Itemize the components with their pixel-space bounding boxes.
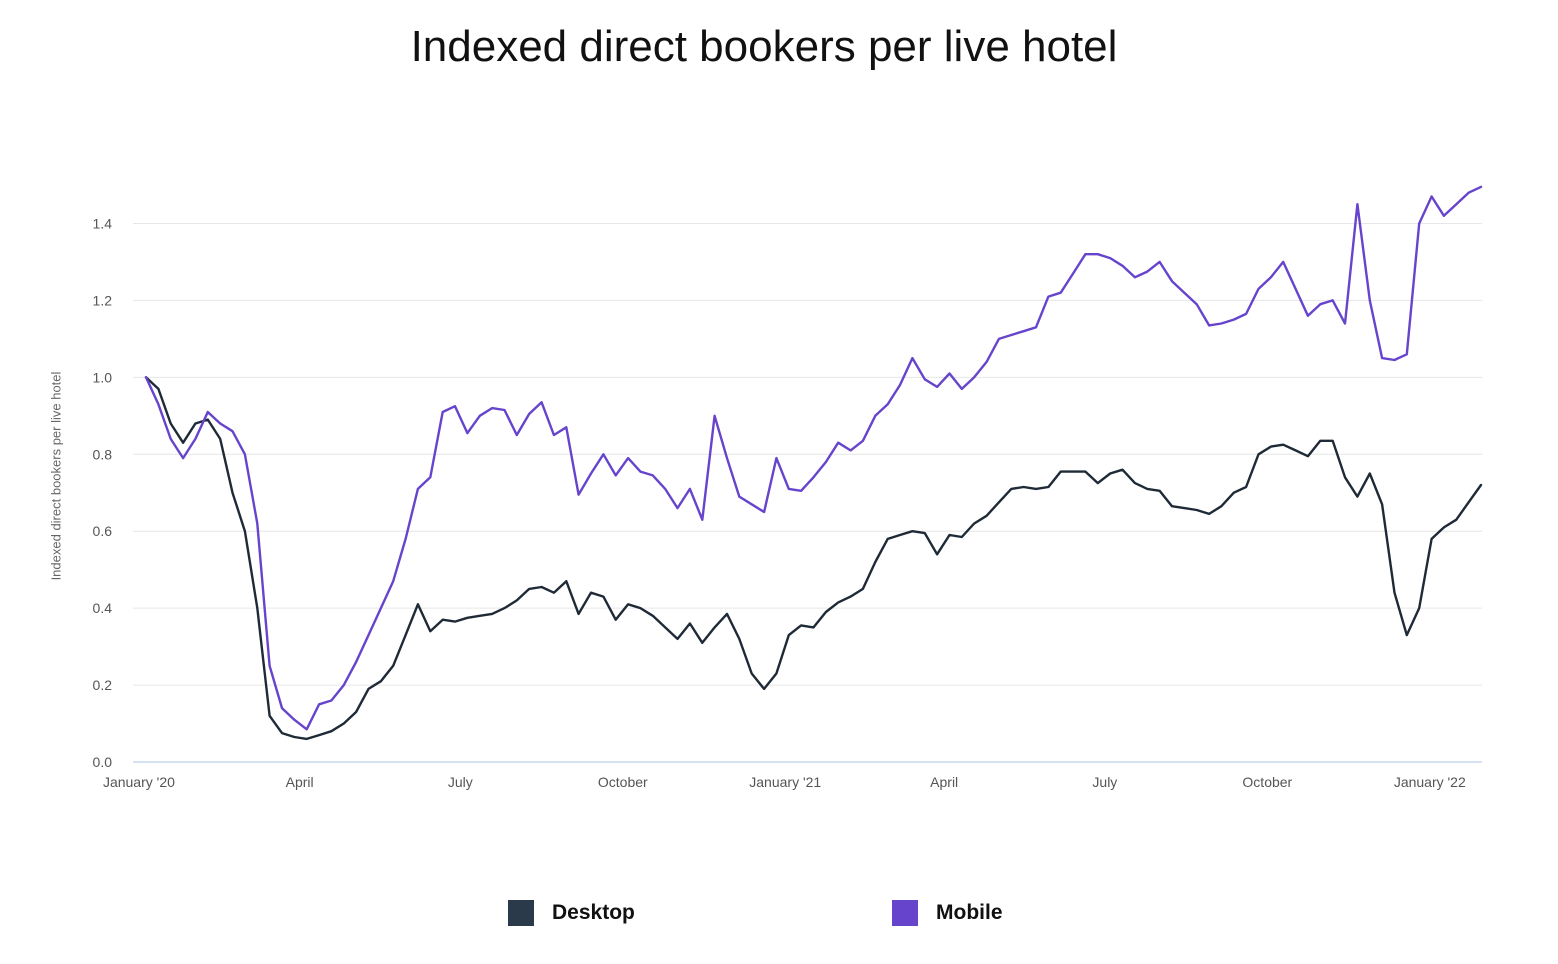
legend: Desktop Mobile xyxy=(0,900,1558,932)
series-line-desktop xyxy=(144,376,1483,741)
x-tick-label: October xyxy=(598,774,648,790)
x-tick-label: January '20 xyxy=(103,774,175,790)
legend-label-mobile: Mobile xyxy=(936,901,1003,924)
y-tick-label: 0.4 xyxy=(93,600,113,616)
y-tick-label: 0.8 xyxy=(93,446,113,462)
x-tick-label: January '21 xyxy=(749,774,821,790)
legend-label-desktop: Desktop xyxy=(552,901,635,924)
chart-title: Indexed direct bookers per live hotel xyxy=(410,22,1118,71)
x-tick-label: October xyxy=(1242,774,1292,790)
y-tick-label: 1.0 xyxy=(93,369,113,385)
legend-item-desktop[interactable]: Desktop xyxy=(508,900,635,926)
y-tick-label: 0.6 xyxy=(93,523,113,539)
x-axis-ticks: January '20 April July October January '21 Ap… xyxy=(103,774,1466,790)
legend-swatch-mobile xyxy=(892,900,918,926)
y-axis-ticks: 0.0 0.2 0.4 0.6 0.8 1.0 1.2 1.4 xyxy=(93,215,113,770)
y-tick-label: 0.0 xyxy=(93,754,113,770)
x-tick-label: July xyxy=(448,774,473,790)
legend-swatch-desktop xyxy=(508,900,534,926)
x-tick-label: July xyxy=(1092,774,1117,790)
y-tick-label: 0.2 xyxy=(93,677,113,693)
x-tick-label: April xyxy=(286,774,314,790)
series-lines xyxy=(144,185,1483,741)
x-tick-label: January '22 xyxy=(1394,774,1466,790)
y-tick-label: 1.2 xyxy=(93,292,113,308)
gridlines xyxy=(133,222,1482,763)
y-tick-label: 1.4 xyxy=(93,215,113,231)
x-tick-label: April xyxy=(930,774,958,790)
y-axis-label: Indexed direct bookers per live hotel xyxy=(48,371,64,581)
legend-item-mobile[interactable]: Mobile xyxy=(892,900,1003,926)
series-line-mobile xyxy=(144,185,1483,731)
